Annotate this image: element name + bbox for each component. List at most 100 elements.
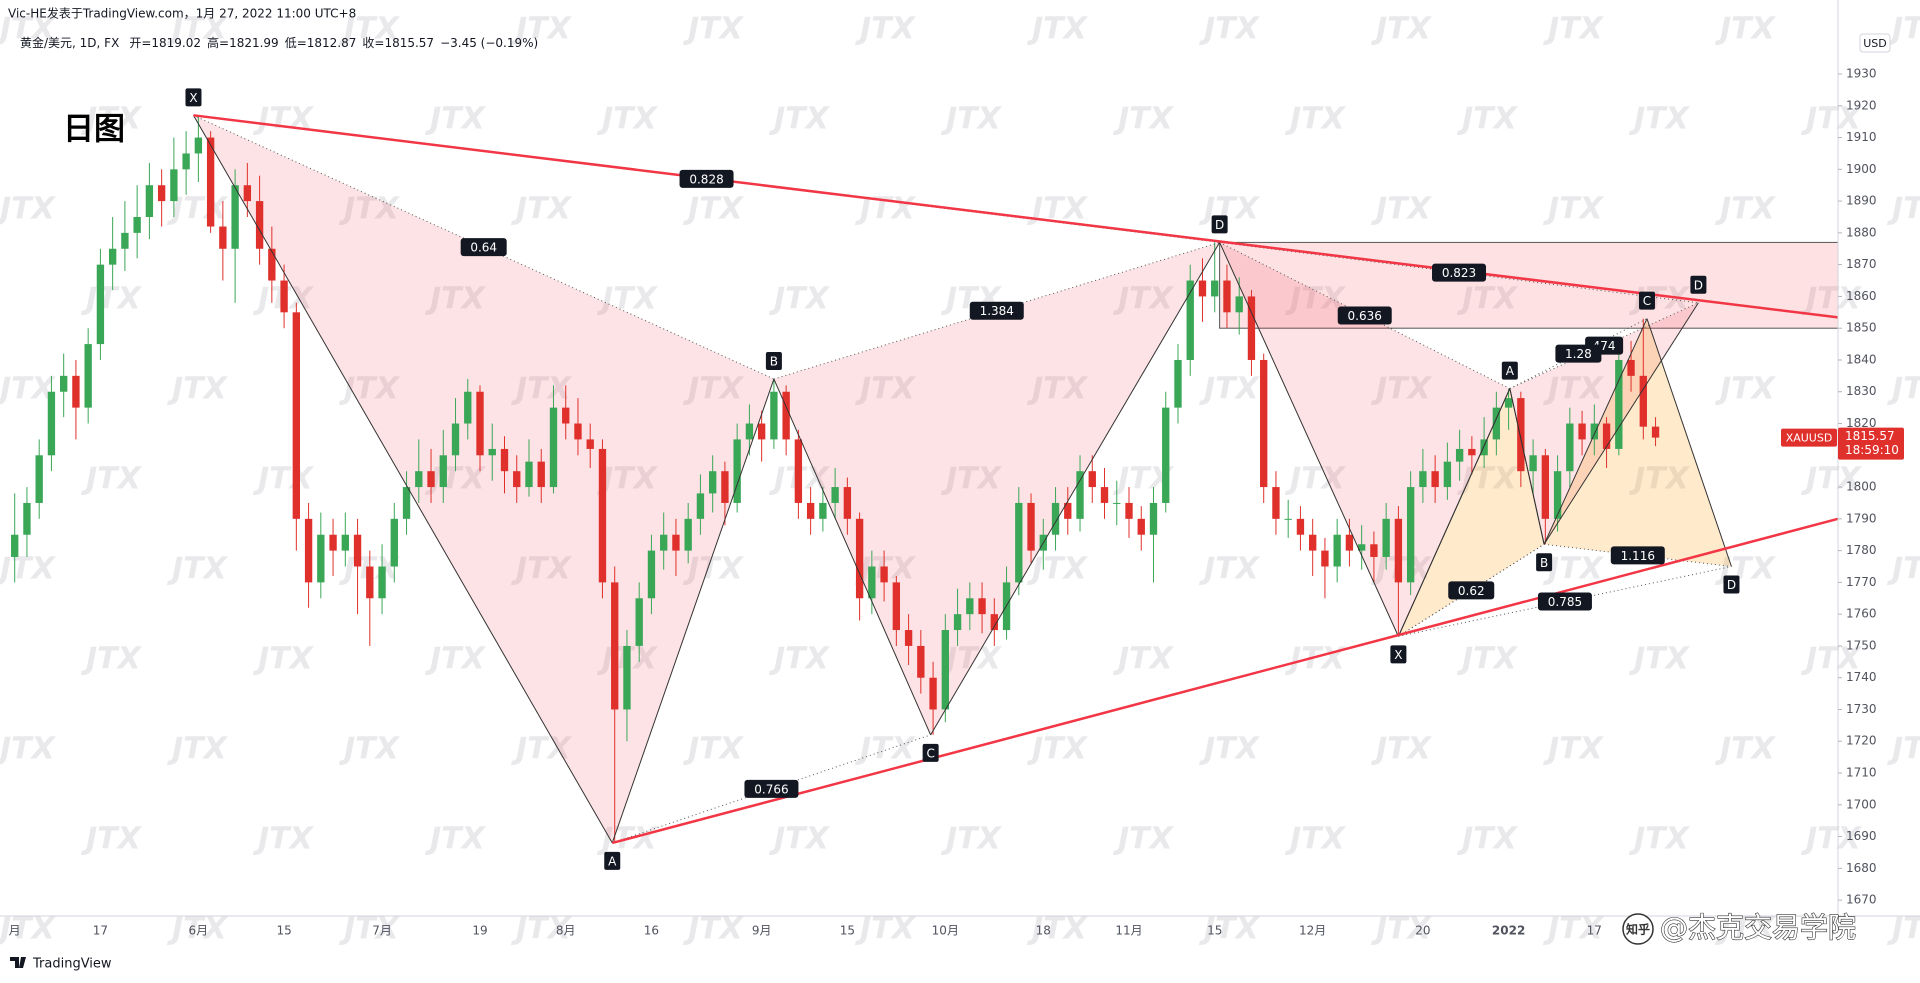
candle xyxy=(451,398,460,472)
candle-body xyxy=(1639,375,1647,427)
low-value: 1812.87 xyxy=(307,36,357,50)
watermark: JTX xyxy=(425,102,487,137)
candle xyxy=(500,436,509,494)
candle xyxy=(1309,518,1317,577)
watermark: JTX xyxy=(1715,192,1777,227)
candle-body xyxy=(1615,359,1623,449)
brand-logo xyxy=(10,957,26,968)
watermark: JTX xyxy=(769,282,831,317)
candle-body xyxy=(745,423,754,440)
candle xyxy=(1296,506,1305,551)
candle xyxy=(1088,455,1096,503)
candle-body xyxy=(1211,280,1219,297)
candle xyxy=(1321,537,1329,599)
candle-body xyxy=(990,614,998,631)
candle xyxy=(1272,471,1280,535)
y-tick-label: 1770 xyxy=(1846,575,1877,589)
ratio-line xyxy=(1509,302,1699,390)
x-tick-label: 11月 xyxy=(1115,924,1142,938)
candle xyxy=(1076,455,1084,532)
watermark: JTX xyxy=(1371,912,1433,947)
candle xyxy=(1027,493,1035,564)
watermark: JTX xyxy=(1457,462,1519,497)
watermark: JTX xyxy=(1199,732,1261,767)
candle xyxy=(647,534,656,615)
watermark: JTX xyxy=(253,822,315,857)
watermark: JTX xyxy=(0,192,57,227)
x-tick-label: 15 xyxy=(276,924,291,938)
candle-body xyxy=(1223,280,1231,313)
watermark: JTX xyxy=(167,372,229,407)
x-tick-label: 月 xyxy=(9,924,21,938)
candle xyxy=(464,379,472,440)
candle-body xyxy=(708,471,717,494)
candle-body xyxy=(1027,502,1035,551)
candle xyxy=(1468,436,1476,475)
candle-body xyxy=(84,344,92,408)
point-box xyxy=(1638,291,1655,310)
pattern-fill xyxy=(1398,388,1545,637)
watermark: JTX xyxy=(1457,282,1519,317)
candle-body xyxy=(586,439,594,449)
low-label: 低= xyxy=(285,36,307,50)
candle xyxy=(1284,499,1292,538)
candle-body xyxy=(1406,487,1415,583)
watermark: JTX xyxy=(253,642,315,677)
candle-body xyxy=(819,502,827,519)
candle xyxy=(1590,404,1598,456)
candle xyxy=(562,385,570,440)
candle xyxy=(1051,487,1060,551)
candle xyxy=(525,439,533,497)
watermark: JTX xyxy=(1113,642,1175,677)
candle-body xyxy=(525,461,533,488)
candle-body xyxy=(1357,544,1366,551)
candle-body xyxy=(1088,471,1096,488)
candle xyxy=(317,512,325,599)
candle-body xyxy=(317,534,325,583)
candle-body xyxy=(929,677,937,710)
candle xyxy=(549,385,558,494)
candle xyxy=(880,550,888,602)
candle-body xyxy=(1419,471,1427,488)
ratio-label: 1.384 xyxy=(980,304,1014,318)
point-label: D xyxy=(1727,578,1736,592)
candle-body xyxy=(794,439,803,503)
candle-body xyxy=(366,566,374,599)
candle-body xyxy=(170,169,178,202)
candle xyxy=(11,493,19,583)
watermark: JTX xyxy=(1887,912,1920,947)
watermark: JTX xyxy=(769,642,831,677)
candle-body xyxy=(831,487,839,503)
pattern-fill xyxy=(1544,318,1732,567)
candle xyxy=(953,588,962,646)
watermark: JTX xyxy=(1199,912,1261,947)
candle-body xyxy=(1162,407,1170,503)
candle xyxy=(513,455,521,503)
y-tick-label: 1730 xyxy=(1846,702,1877,716)
candle-body xyxy=(1309,534,1317,551)
watermark: JTX xyxy=(425,642,487,677)
candle xyxy=(1639,318,1647,440)
point-label: B xyxy=(1540,556,1548,570)
candle xyxy=(1602,417,1611,468)
candle xyxy=(917,630,925,694)
candle xyxy=(268,226,276,303)
candle xyxy=(819,487,827,532)
candle-body xyxy=(684,518,692,551)
candle-body xyxy=(1443,461,1452,488)
candle xyxy=(439,429,447,503)
watermark: JTX xyxy=(1629,462,1691,497)
candle-body xyxy=(904,630,913,646)
candle xyxy=(1064,487,1072,535)
y-tick-label: 1840 xyxy=(1846,352,1877,366)
candle-body xyxy=(843,487,852,519)
x-tick-label: 7月 xyxy=(372,924,392,938)
watermark: JTX xyxy=(683,372,745,407)
candle xyxy=(770,379,778,449)
watermark: JTX xyxy=(683,732,745,767)
pattern-leg xyxy=(1543,318,1648,545)
candle-body xyxy=(476,391,484,456)
trendline xyxy=(611,517,1839,845)
ratio-box xyxy=(1337,306,1392,325)
candle-body xyxy=(513,471,521,488)
